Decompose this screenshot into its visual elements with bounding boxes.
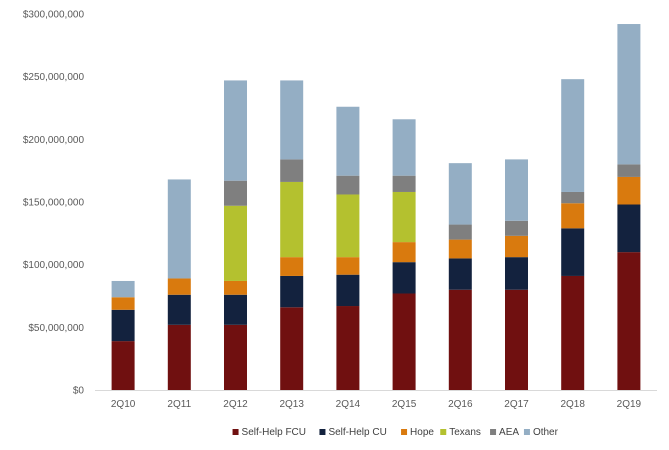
bar-segment xyxy=(505,257,528,290)
y-tick-label: $50,000,000 xyxy=(28,323,84,334)
bar-segment xyxy=(336,274,360,307)
bar-segment xyxy=(392,175,416,192)
bar-segment xyxy=(617,164,641,177)
legend-label: Other xyxy=(533,427,559,438)
bar-segment xyxy=(280,257,304,276)
bar-segment xyxy=(448,289,472,390)
bar-segment xyxy=(336,306,360,390)
bar-segment xyxy=(448,163,472,225)
bar-segment xyxy=(336,175,360,195)
bar-segment xyxy=(167,278,191,295)
x-tick-label: 2Q16 xyxy=(448,399,473,410)
bar-segment xyxy=(617,204,641,253)
bar-segment xyxy=(167,294,191,325)
bar-segment xyxy=(111,297,135,310)
bar-segment xyxy=(392,242,416,263)
legend-label: Self-Help CU xyxy=(328,427,386,438)
bar-segment xyxy=(505,289,528,390)
legend-swatch xyxy=(440,429,447,435)
bar-segment xyxy=(111,280,135,298)
bar-segment xyxy=(392,262,416,294)
y-tick-label: $150,000,000 xyxy=(23,198,85,209)
x-tick-label: 2Q14 xyxy=(336,399,361,410)
legend-swatch xyxy=(319,429,326,435)
bar-segment xyxy=(392,191,416,243)
x-axis-tick-labels: 2Q10 2Q11 2Q12 2Q13 2Q14 2Q15 2Q16 2Q17 2Q18 2Q19 xyxy=(111,399,642,410)
y-tick-label: $100,000,000 xyxy=(23,260,85,271)
bar-segment xyxy=(392,293,416,390)
bar-segment xyxy=(617,24,641,165)
bar-segment xyxy=(224,294,247,325)
x-tick-label: 2Q10 xyxy=(111,399,136,410)
bar-segment xyxy=(224,80,247,181)
legend-label: AEA xyxy=(499,427,519,438)
bar-segment xyxy=(167,179,191,279)
y-tick-label: $300,000,000 xyxy=(23,10,85,21)
bar-segment xyxy=(280,159,304,182)
x-tick-label: 2Q18 xyxy=(560,399,585,410)
bar-segment xyxy=(224,324,247,390)
bar-segments xyxy=(111,24,641,390)
bar-segment xyxy=(224,205,247,281)
bar-segment xyxy=(448,258,472,290)
x-tick-label: 2Q19 xyxy=(617,399,642,410)
legend-label: Hope xyxy=(410,427,434,438)
x-tick-label: 2Q17 xyxy=(504,399,529,410)
bar-segment xyxy=(167,324,191,390)
bar-segment xyxy=(561,228,585,276)
bar-segment xyxy=(505,220,528,236)
y-tick-label: $200,000,000 xyxy=(23,135,85,146)
x-tick-label: 2Q11 xyxy=(167,399,191,410)
bar-segment xyxy=(224,280,247,295)
bar-segment xyxy=(392,119,416,176)
legend-swatch xyxy=(401,429,408,435)
bar-segment xyxy=(561,79,585,192)
bar-segment xyxy=(224,180,247,206)
y-axis-tick-labels: $0 $50,000,000 $100,000,000 $150,000,000 $20… xyxy=(23,10,85,397)
bar-segment xyxy=(617,176,641,205)
y-tick-label: $250,000,000 xyxy=(23,72,85,83)
bar-segment xyxy=(280,275,304,308)
bar-segment xyxy=(448,239,472,259)
legend-swatch xyxy=(490,429,497,435)
bar-segment xyxy=(336,257,360,275)
x-tick-label: 2Q13 xyxy=(279,399,304,410)
bar-segment xyxy=(336,194,360,258)
bar-segment xyxy=(561,203,585,229)
legend-swatch xyxy=(523,429,530,435)
x-tick-label: 2Q12 xyxy=(223,399,248,410)
bar-segment xyxy=(505,235,528,258)
bar-segment xyxy=(561,275,585,390)
bar-segment xyxy=(448,224,472,240)
bar-segment xyxy=(111,309,135,342)
bar-segment xyxy=(280,80,304,160)
bar-segment xyxy=(561,191,585,204)
legend-label: Self-Help FCU xyxy=(242,427,306,438)
bar-segment xyxy=(617,252,641,390)
x-tick-label: 2Q15 xyxy=(392,399,417,410)
bar-segment xyxy=(280,307,304,390)
legend: Self-Help FCU Self-Help CU Hope Texans AEA Ot… xyxy=(232,427,559,438)
y-tick-label: $0 xyxy=(73,386,85,397)
bar-segment xyxy=(336,106,360,176)
bar-segment xyxy=(111,341,135,390)
legend-label: Texans xyxy=(449,427,481,438)
bar-segment xyxy=(505,159,528,221)
bar-segment xyxy=(280,181,304,258)
legend-swatch xyxy=(232,429,239,435)
